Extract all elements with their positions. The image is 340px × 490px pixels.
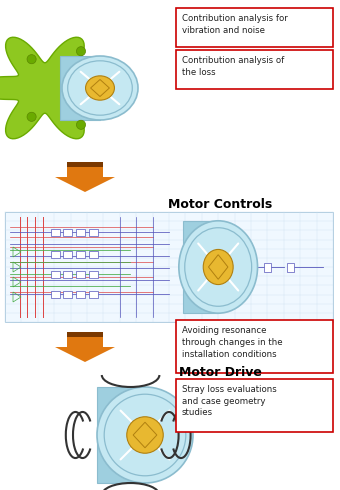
FancyBboxPatch shape bbox=[63, 228, 71, 236]
FancyBboxPatch shape bbox=[264, 263, 271, 271]
Text: Avoiding resonance
through changes in the
installation conditions: Avoiding resonance through changes in th… bbox=[182, 326, 283, 359]
Polygon shape bbox=[67, 162, 103, 167]
Ellipse shape bbox=[203, 249, 233, 285]
FancyBboxPatch shape bbox=[51, 228, 59, 236]
Ellipse shape bbox=[127, 417, 163, 453]
FancyBboxPatch shape bbox=[5, 212, 333, 322]
FancyBboxPatch shape bbox=[51, 250, 59, 258]
Polygon shape bbox=[55, 177, 115, 192]
FancyBboxPatch shape bbox=[176, 379, 333, 432]
FancyBboxPatch shape bbox=[88, 291, 98, 297]
FancyBboxPatch shape bbox=[287, 263, 294, 271]
Circle shape bbox=[27, 112, 36, 122]
Text: Motor Controls: Motor Controls bbox=[168, 198, 272, 211]
FancyBboxPatch shape bbox=[63, 270, 71, 277]
Circle shape bbox=[27, 55, 36, 64]
Polygon shape bbox=[208, 255, 228, 279]
Text: Installing: Installing bbox=[187, 18, 253, 31]
Text: Motor Drive: Motor Drive bbox=[178, 366, 261, 379]
FancyBboxPatch shape bbox=[63, 291, 71, 297]
Text: Contribution analysis for
vibration and noise: Contribution analysis for vibration and … bbox=[182, 14, 288, 35]
Polygon shape bbox=[67, 167, 103, 177]
Ellipse shape bbox=[179, 221, 258, 313]
Polygon shape bbox=[60, 56, 100, 120]
FancyBboxPatch shape bbox=[51, 270, 59, 277]
FancyBboxPatch shape bbox=[51, 291, 59, 297]
Polygon shape bbox=[183, 221, 218, 313]
Text: Stray loss evaluations
and case geometry
studies: Stray loss evaluations and case geometry… bbox=[182, 385, 276, 417]
FancyBboxPatch shape bbox=[176, 50, 333, 89]
Polygon shape bbox=[67, 332, 103, 337]
Circle shape bbox=[76, 120, 86, 129]
Text: Contribution analysis of
the loss: Contribution analysis of the loss bbox=[182, 56, 284, 77]
FancyBboxPatch shape bbox=[176, 8, 333, 47]
Polygon shape bbox=[91, 79, 109, 97]
FancyBboxPatch shape bbox=[88, 228, 98, 236]
Polygon shape bbox=[67, 337, 103, 347]
FancyBboxPatch shape bbox=[88, 250, 98, 258]
Ellipse shape bbox=[97, 387, 193, 483]
Polygon shape bbox=[55, 347, 115, 362]
FancyBboxPatch shape bbox=[88, 270, 98, 277]
Ellipse shape bbox=[62, 56, 138, 120]
Polygon shape bbox=[97, 387, 145, 483]
FancyBboxPatch shape bbox=[176, 320, 333, 373]
FancyBboxPatch shape bbox=[63, 250, 71, 258]
Polygon shape bbox=[0, 37, 115, 139]
FancyBboxPatch shape bbox=[75, 291, 85, 297]
FancyBboxPatch shape bbox=[75, 250, 85, 258]
Polygon shape bbox=[133, 422, 157, 448]
FancyBboxPatch shape bbox=[75, 228, 85, 236]
Circle shape bbox=[76, 47, 86, 56]
FancyBboxPatch shape bbox=[75, 270, 85, 277]
Ellipse shape bbox=[86, 76, 115, 100]
